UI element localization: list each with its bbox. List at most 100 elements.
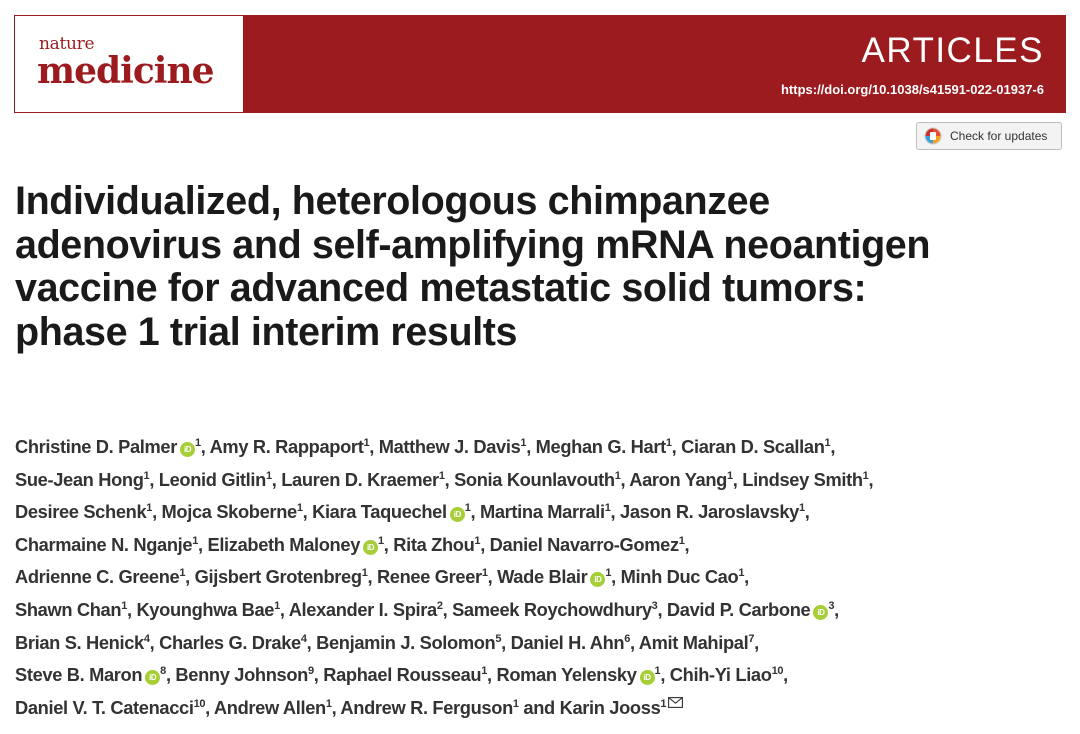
affiliation-number[interactable]: 1	[738, 567, 745, 580]
author-name[interactable]: Benjamin J. Solomon5	[316, 632, 501, 653]
affiliation-number[interactable]: 10	[771, 665, 784, 678]
envelope-icon[interactable]	[668, 696, 684, 708]
author-name[interactable]: Raphael Rousseau1	[323, 664, 487, 685]
orcid-icon[interactable]: iD	[590, 572, 606, 588]
author-name[interactable]: Shawn Chan1	[15, 599, 127, 620]
author-separator: ,	[185, 566, 195, 588]
affiliation-number[interactable]: 1	[378, 534, 384, 547]
affiliation-number[interactable]: 3	[828, 599, 835, 612]
author-name[interactable]: Matthew J. Davis1	[379, 436, 527, 457]
affiliation-number[interactable]: 1	[464, 502, 471, 515]
affiliation-number[interactable]: 1	[604, 502, 611, 515]
affiliation-number[interactable]: 1	[512, 697, 519, 710]
author-name[interactable]: Andrew R. Ferguson1	[340, 697, 519, 718]
author-name[interactable]: Benny Johnson9	[175, 664, 314, 685]
affiliation-number[interactable]: 1	[678, 534, 685, 547]
author-name[interactable]: Aaron Yang1	[629, 469, 733, 490]
author-name[interactable]: Sue-Jean Hong1	[15, 469, 150, 490]
affiliation-number[interactable]: 1	[192, 534, 199, 547]
author-name[interactable]: Meghan G. Hart1	[536, 436, 672, 457]
author-name[interactable]: David P. Carbone iD3	[667, 599, 834, 620]
affiliation-number[interactable]: 3	[651, 599, 658, 612]
author-name[interactable]: Daniel Navarro-Gomez1	[490, 534, 685, 555]
affiliation-number[interactable]: 9	[308, 665, 314, 678]
affiliation-number[interactable]: 1	[665, 437, 672, 449]
affiliation-number[interactable]: 1	[121, 599, 127, 612]
author-name[interactable]: Lindsey Smith1	[742, 469, 869, 490]
affiliation-number[interactable]: 1	[265, 469, 272, 482]
affiliation-number[interactable]: 1	[862, 469, 869, 482]
author-name[interactable]: Steve B. Maron iD8	[15, 664, 166, 686]
affiliation-number[interactable]: 5	[495, 632, 502, 645]
author-name[interactable]: Leonid Gitlin1	[159, 469, 272, 490]
author-name[interactable]: Jason R. Jaroslavsky1	[620, 501, 805, 522]
author-name[interactable]: Andrew Allen1	[214, 697, 332, 718]
doi-link[interactable]: https://doi.org/10.1038/s41591-022-01937…	[780, 82, 1044, 97]
orcid-icon[interactable]: iD	[639, 670, 655, 686]
affiliation-number[interactable]: 1	[654, 665, 661, 678]
affiliation-number[interactable]: 1	[605, 567, 612, 580]
affiliation-number[interactable]: 10	[193, 697, 206, 710]
author-name[interactable]: Roman Yelensky iD1	[496, 664, 661, 686]
author-name[interactable]: Charmaine N. Nganje1	[15, 534, 198, 555]
orcid-icon[interactable]: iD	[813, 604, 829, 620]
author-name[interactable]: Gijsbert Grotenbreg1	[195, 566, 368, 587]
author-name[interactable]: Sameek Roychowdhury3	[452, 599, 658, 620]
journal-logo[interactable]: nature medicine	[14, 15, 244, 113]
author-name[interactable]: Charles G. Drake4	[159, 632, 307, 653]
affiliation-number[interactable]: 1	[143, 469, 150, 482]
affiliation-number[interactable]: 1	[727, 469, 733, 482]
affiliation-number[interactable]: 1	[481, 567, 488, 580]
author-name[interactable]: Brian S. Henick4	[15, 632, 150, 653]
author-name[interactable]: Minh Duc Cao1	[621, 566, 745, 587]
affiliation-number[interactable]: 1	[146, 502, 153, 515]
affiliation-number[interactable]: 2	[436, 599, 443, 612]
author-name[interactable]: Daniel V. T. Catenacci10	[15, 697, 205, 718]
author-name[interactable]: Ciaran D. Scallan1	[681, 436, 831, 457]
affiliation-number[interactable]: 7	[748, 632, 755, 645]
author-name[interactable]: Chih-Yi Liao10	[670, 664, 784, 685]
affiliation-number[interactable]: 6	[624, 632, 630, 645]
orcid-icon[interactable]: iD	[363, 539, 379, 555]
orcid-icon[interactable]: iD	[145, 670, 161, 686]
affiliation-number[interactable]: 1	[274, 599, 280, 612]
affiliation-number[interactable]: 1	[799, 502, 805, 515]
affiliation-number[interactable]: 1	[179, 567, 186, 580]
affiliation-number[interactable]: 1	[296, 502, 303, 515]
affiliation-number[interactable]: 8	[160, 665, 166, 678]
author-name[interactable]: Elizabeth Maloney iD1	[207, 534, 384, 555]
check-for-updates-button[interactable]: Check for updates	[916, 122, 1062, 150]
author-name[interactable]: Karin Jooss1	[560, 697, 684, 718]
affiliation-number[interactable]: 1	[660, 697, 667, 710]
author-name[interactable]: Mojca Skoberne1	[162, 501, 303, 522]
author-name[interactable]: Amit Mahipal7	[639, 632, 755, 653]
affiliation-number[interactable]: 1	[195, 437, 201, 449]
author-name[interactable]: Martina Marrali1	[480, 501, 611, 522]
author-name[interactable]: Kiara Taquechel iD1	[312, 501, 471, 523]
affiliation-number[interactable]: 1	[824, 437, 831, 449]
affiliation-number[interactable]: 1	[361, 567, 368, 580]
author-name[interactable]: Wade Blair iD1	[497, 566, 612, 588]
affiliation-number[interactable]: 1	[363, 437, 370, 449]
affiliation-number[interactable]: 1	[325, 697, 332, 710]
affiliation-number[interactable]: 4	[143, 632, 150, 645]
affiliation-number[interactable]: 1	[474, 534, 481, 547]
author-name[interactable]: Kyounghwa Bae1	[136, 599, 280, 620]
affiliation-number[interactable]: 4	[300, 632, 307, 645]
affiliation-number[interactable]: 1	[481, 665, 487, 678]
affiliation-number[interactable]: 1	[614, 469, 621, 482]
orcid-icon[interactable]: iD	[449, 507, 465, 523]
affiliation-number[interactable]: 1	[438, 469, 445, 482]
author-name[interactable]: Rita Zhou1	[393, 534, 480, 555]
author-name[interactable]: Alexander I. Spira2	[289, 599, 443, 620]
author-name[interactable]: Adrienne C. Greene1	[15, 566, 185, 587]
affiliation-number[interactable]: 1	[520, 437, 527, 449]
author-name[interactable]: Daniel H. Ahn6	[511, 632, 631, 653]
author-name[interactable]: Lauren D. Kraemer1	[281, 469, 445, 490]
author-name[interactable]: Amy R. Rappaport1	[210, 436, 370, 457]
author-name[interactable]: Sonia Kounlavouth1	[454, 469, 621, 490]
author-name[interactable]: Desiree Schenk1	[15, 501, 152, 522]
author-name[interactable]: Christine D. Palmer iD1	[15, 436, 201, 457]
orcid-icon[interactable]: iD	[180, 442, 195, 457]
author-name[interactable]: Renee Greer1	[377, 566, 488, 587]
